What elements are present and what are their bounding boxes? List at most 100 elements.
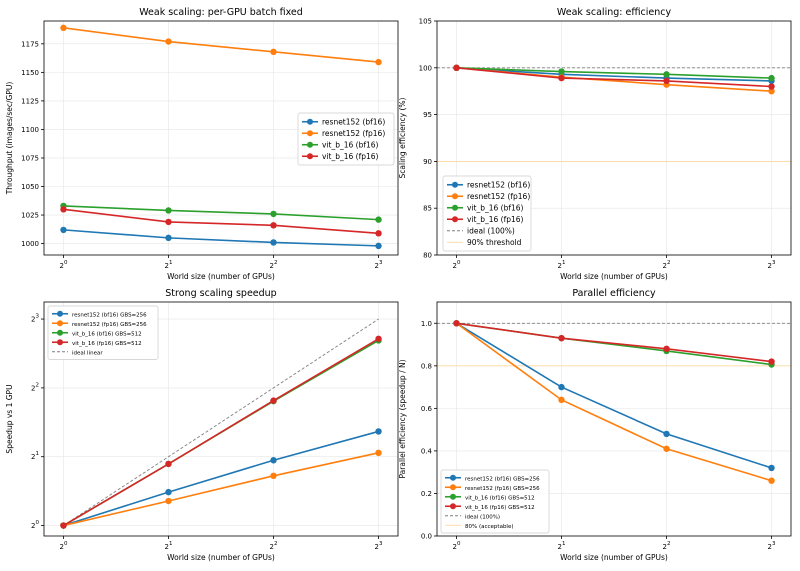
data-point [270,48,277,56]
data-point [453,320,460,327]
y-tick-label: 1025 [21,212,39,220]
series-line [456,322,772,363]
chart-title: Parallel efficiency [572,288,656,299]
y-tick-label: 20 [31,520,39,530]
legend-label: vit_b_16 (fp16) [467,215,524,224]
legend-label: resnet152 (fp16) GBS=256 [465,486,540,492]
reference-line [63,318,379,526]
legend-label: vit_b_16 (fp16) GBS=512 [465,505,535,511]
legend-marker [57,310,63,317]
x-axis-label: World size (number of GPUs) [560,553,668,562]
data-point [558,383,565,391]
data-point [60,206,67,213]
data-point [165,234,172,242]
data-point [165,488,172,496]
legend-marker [57,329,63,336]
legend-marker [452,216,458,223]
chart-panel-2: 20 21 22 23 80 85 90 95 100 105 Weak scaling: effi… [398,7,792,281]
y-tick-label: 1125 [21,97,39,105]
series-line [456,67,772,88]
y-tick-label: 85 [423,205,432,213]
data-point [663,77,670,85]
legend-label: vit_b_16 (fp16) [322,152,379,161]
legend-marker [307,141,313,148]
legend-label: resnet152 (bf16) GBS=256 [72,312,147,318]
data-point [165,497,172,505]
x-tick-label: 23 [768,541,776,551]
y-tick-label: 90 [423,158,432,166]
y-axis-label: Parallel efficiency (speedup / N) [398,359,407,478]
legend: resnet152 (bf16) resnet152 (fp16) vit_b_16… [442,175,532,252]
data-point [375,335,382,342]
data-point [60,226,67,234]
legend-marker [57,339,63,346]
data-point [558,334,565,342]
data-point [165,38,172,45]
chart-panel-3: 20 21 22 23 20 21 22 23 Strong scaling speedup Wo… [5,288,399,562]
chart-title: Strong scaling speedup [165,288,276,299]
legend-marker [307,130,313,137]
legend-label: resnet152 (fp16) [322,129,385,138]
data-point [375,449,382,457]
legend-label: vit_b_16 (bf16) GBS=512 [72,331,142,337]
data-point [768,88,775,95]
chart-title: Weak scaling: efficiency [557,7,672,18]
data-point [768,358,775,365]
y-tick-label: 1050 [21,183,39,191]
legend-label: vit_b_16 (fp16) GBS=512 [72,341,142,347]
x-tick-label: 21 [558,541,566,551]
data-point [270,457,277,464]
data-point [375,242,382,250]
legend-marker [450,474,456,481]
y-tick-label: 1000 [21,240,39,248]
data-point [375,58,382,66]
y-tick-label: 21 [31,451,39,461]
chart-title: Weak scaling: per-GPU batch fixed [139,7,303,18]
x-tick-label: 20 [452,541,460,551]
chart-panel-4: 20 21 22 23 0.0 0.2 0.4 0.6 0.8 1.0 Parallel effic… [398,288,792,562]
legend-marker [57,320,63,327]
y-tick-label: 1075 [21,154,39,162]
legend-label: vit_b_16 (bf16) [322,140,379,149]
x-tick-label: 23 [768,260,776,270]
x-tick-label: 20 [59,260,67,270]
data-point [60,24,67,32]
y-axis-label: Scaling efficiency (%) [398,97,407,178]
legend-label: resnet152 (bf16) GBS=256 [465,476,540,482]
legend-label: ideal (100%) [465,514,500,520]
x-tick-label: 20 [59,541,67,551]
data-point [768,464,775,472]
x-tick-label: 23 [375,260,383,270]
legend-label: resnet152 (fp16) [467,192,530,201]
chart-panel-1: 20 21 22 23 1000 1025 1050 1075 1100 1125 1150 1175… [5,7,399,281]
data-point [663,445,670,452]
legend-marker [450,484,456,491]
legend-label: vit_b_16 (bf16) [467,203,524,212]
legend-marker [452,181,458,188]
data-point [375,230,382,237]
y-tick-label: 0.6 [421,405,433,413]
x-tick-label: 22 [270,260,278,270]
series-line [63,27,379,63]
data-point [375,428,382,435]
data-point [375,216,382,223]
x-tick-label: 22 [663,541,671,551]
data-point [768,74,775,82]
legend-marker [450,493,456,500]
x-tick-label: 22 [663,260,671,270]
data-point [558,68,565,75]
x-tick-label: 21 [165,541,173,551]
x-tick-label: 23 [375,541,383,551]
legend: resnet152 (bf16) GBS=256 resnet152 (fp16)… [47,305,159,360]
legend-marker [307,118,313,125]
y-tick-label: 1175 [21,40,39,48]
series-line [455,322,772,482]
y-tick-label: 100 [419,64,432,72]
y-tick-label: 23 [31,314,39,324]
y-tick-label: 0.2 [421,490,432,498]
plot-frame [43,301,399,537]
legend-label: 80% (acceptable) [465,524,514,530]
plot-frame [436,20,792,256]
legend-label: resnet152 (bf16) [467,180,530,189]
